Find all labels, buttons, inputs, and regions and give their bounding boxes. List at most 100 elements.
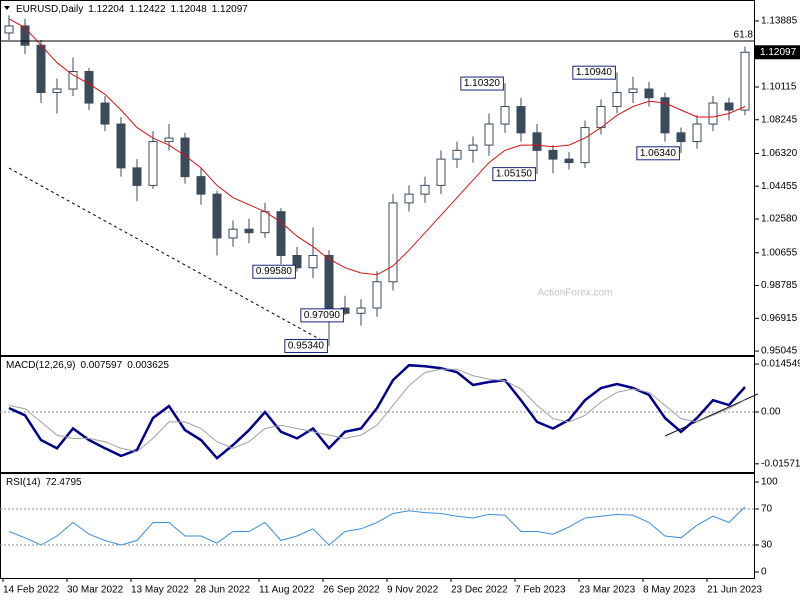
trendline (664, 393, 759, 437)
candle-body (548, 149, 558, 160)
y-tick-label: 0.00 (761, 407, 781, 418)
y-tick-label: 1.08245 (761, 114, 798, 125)
menu-arrow (4, 6, 10, 10)
y-tick-label: 0.95045 (761, 346, 798, 357)
candle-body (372, 281, 382, 309)
annotation-box (572, 65, 616, 80)
indicator-line (8, 363, 746, 460)
macd-panel-frame (0, 356, 755, 473)
panel-header: RSI(14) 72.4795 (6, 477, 82, 488)
price-panel-frame (0, 0, 755, 356)
x-tick-label: 30 Mar 2022 (67, 585, 124, 596)
x-tick-label: 14 Feb 2022 (3, 585, 60, 596)
y-tick-label: 1.02580 (761, 214, 798, 225)
x-tick-label: 8 May 2023 (643, 585, 696, 596)
header-value: 1.12048 (171, 4, 208, 15)
candle-body (292, 254, 302, 269)
y-tick-label: 0.98785 (761, 280, 798, 291)
candle-body (324, 254, 334, 309)
candle-body (116, 123, 126, 169)
panel-title: MACD(12,26,9) (6, 360, 75, 371)
y-tick-label: 1.04455 (761, 181, 798, 192)
x-tick-label: 23 Dec 2022 (451, 585, 508, 596)
y-tick-label: -0.015712 (761, 458, 800, 469)
candle-body (308, 254, 318, 269)
candle-body (356, 307, 366, 314)
candle-body (500, 106, 510, 125)
candle-body (132, 167, 142, 186)
candle-body (404, 193, 414, 204)
y-tick-label: 0.96915 (761, 313, 798, 324)
candle-body (388, 202, 398, 283)
annotation-box (460, 76, 504, 91)
annotation-box (492, 167, 536, 182)
y-tick-label: 70 (761, 504, 773, 515)
candle-body (68, 70, 78, 90)
last-price-label: 1.12097 (760, 47, 797, 58)
candle-body (196, 176, 206, 195)
candle-body (164, 137, 174, 143)
candle-body (516, 106, 526, 134)
candle-body (628, 88, 638, 94)
panel-title: EURUSD,Daily (16, 4, 83, 15)
candle-body (596, 106, 606, 129)
x-tick-label: 23 Mar 2023 (579, 585, 636, 596)
candle-body (468, 144, 478, 151)
y-tick-label: 1.06320 (761, 148, 798, 159)
candle-body (692, 123, 702, 143)
candle-body (660, 97, 670, 134)
candle-body (420, 184, 430, 195)
candle-body (52, 88, 62, 94)
x-tick-label: 13 May 2022 (131, 585, 189, 596)
panel-title: RSI(14) (6, 477, 40, 488)
candle-body (36, 44, 46, 94)
annotation-label: 1.10320 (464, 78, 501, 89)
watermark: ActionForex.com (537, 288, 612, 299)
candle-body (580, 127, 590, 164)
candle-body (212, 193, 222, 239)
x-tick-label: 7 Feb 2023 (515, 585, 566, 596)
candle-body (724, 102, 734, 111)
header-value: 0.003625 (127, 360, 169, 371)
y-tick-label: 0.014549 (761, 359, 800, 370)
candle-body (4, 25, 14, 34)
annotation-box (300, 308, 344, 323)
rsi-panel-frame (0, 473, 755, 579)
annotation-box (636, 146, 680, 161)
candle-body (148, 141, 158, 186)
candle-body (708, 102, 718, 125)
x-tick-label: 28 Jun 2022 (195, 585, 250, 596)
header-value: 0.007597 (80, 360, 122, 371)
fib-label: 61.8 (734, 30, 754, 41)
candle-body (740, 51, 750, 111)
candle-body (244, 228, 254, 234)
candle-body (276, 211, 286, 256)
header-value: 72.4795 (45, 477, 82, 488)
candle-body (84, 70, 94, 104)
panel-header: MACD(12,26,9) 0.007597 0.003625 (6, 360, 169, 371)
candle-body (100, 102, 110, 125)
header-value: 1.12097 (212, 4, 249, 15)
indicator-line (8, 506, 746, 546)
candle-body (20, 25, 30, 46)
x-tick-label: 21 Jun 2023 (707, 585, 762, 596)
y-tick-label: 30 (761, 540, 773, 551)
annotation-label: 1.06340 (640, 148, 677, 159)
header-value: 1.12204 (88, 4, 125, 15)
candle-body (260, 211, 270, 234)
candle-body (228, 228, 238, 239)
annotation-box (252, 264, 296, 279)
y-tick-label: 100 (761, 477, 778, 488)
candle-body (612, 92, 622, 108)
annotation-label: 0.97090 (304, 310, 341, 321)
candle-body (484, 123, 494, 146)
annotation-label: 1.05150 (496, 169, 533, 180)
last-price-box (755, 45, 800, 60)
header-value: 1.12422 (129, 4, 166, 15)
annotation-label: 0.99580 (256, 266, 293, 277)
y-tick-label: 0 (761, 567, 767, 578)
y-tick-label: 1.13885 (761, 16, 798, 27)
